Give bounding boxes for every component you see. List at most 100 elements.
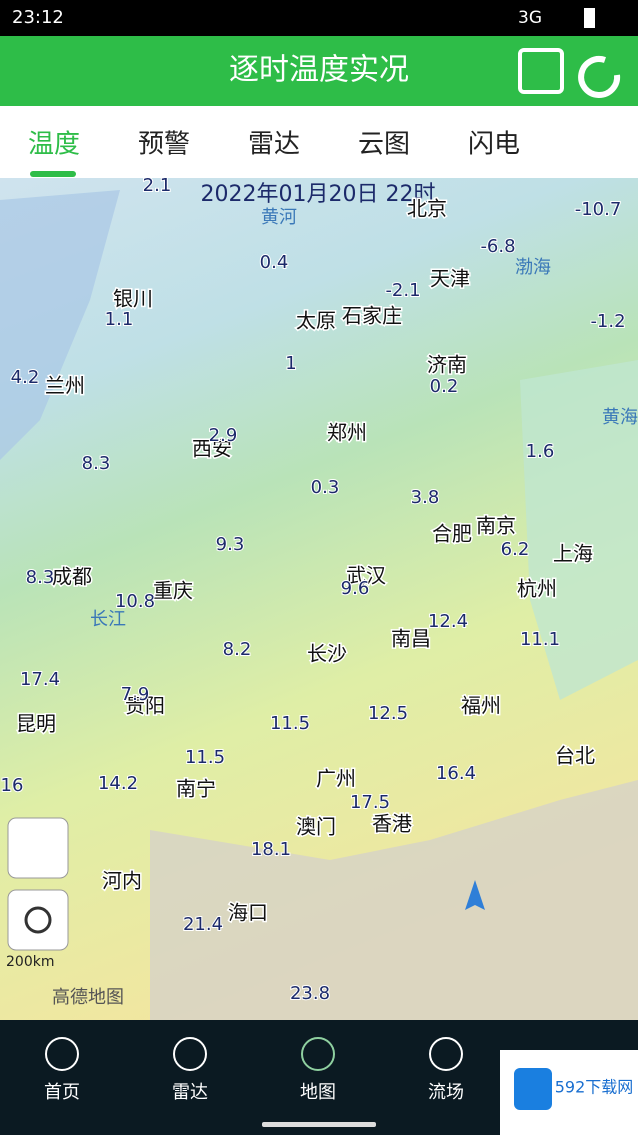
temperature-label: 0.2 bbox=[430, 376, 459, 397]
map-scale: 200km bbox=[6, 954, 54, 970]
city-label[interactable]: 南京 bbox=[475, 512, 518, 539]
map-timestamp: 2022年01月20日 22时 bbox=[201, 182, 436, 207]
temperature-label: 11.1 bbox=[520, 629, 560, 650]
city-label[interactable]: 济南 bbox=[426, 351, 469, 378]
city-label[interactable]: 上海 bbox=[552, 540, 595, 567]
city-label[interactable]: 南昌 bbox=[390, 625, 433, 652]
map-feature: 长江 bbox=[90, 609, 126, 630]
temperature-label: 12.4 bbox=[428, 611, 468, 632]
city-label[interactable]: 台北 bbox=[554, 742, 597, 769]
temperature-label: 16.4 bbox=[436, 763, 476, 784]
locate-button[interactable] bbox=[7, 889, 69, 951]
temperature-label: 1.1 bbox=[105, 309, 134, 330]
tab-indicator bbox=[30, 171, 76, 177]
status-bar bbox=[0, 0, 638, 36]
south-sea bbox=[150, 780, 638, 1020]
city-label[interactable]: 郑州 bbox=[326, 419, 369, 446]
city-label[interactable]: 海口 bbox=[227, 899, 270, 926]
temperature-label: 1 bbox=[285, 353, 296, 374]
tab[interactable]: 云图 bbox=[358, 130, 410, 160]
tab[interactable]: 闪电 bbox=[468, 130, 520, 160]
temperature-label: -6.8 bbox=[480, 236, 515, 257]
temperature-label: -10.7 bbox=[575, 199, 622, 220]
temperature-label: 10.8 bbox=[115, 591, 155, 612]
city-label[interactable]: 太原 bbox=[295, 307, 338, 334]
location-arrow bbox=[465, 880, 485, 910]
nav-icon bbox=[45, 1037, 79, 1071]
city-label[interactable]: 南宁 bbox=[175, 775, 218, 802]
city-label[interactable]: 长沙 bbox=[306, 640, 349, 667]
city-label[interactable]: 广州 bbox=[315, 765, 358, 792]
city-label[interactable]: 重庆 bbox=[152, 577, 195, 604]
battery bbox=[584, 8, 595, 28]
temperature-label: 18.1 bbox=[251, 839, 291, 860]
temperature-label: 0.3 bbox=[311, 477, 340, 498]
tab-bar bbox=[0, 106, 638, 178]
nav-label[interactable]: 地图 bbox=[300, 1082, 336, 1103]
temperature-label: 17.4 bbox=[20, 669, 60, 690]
temperature-label: 6.2 bbox=[501, 539, 530, 560]
temperature-label: 9.6 bbox=[341, 578, 370, 599]
nav-label[interactable]: 流场 bbox=[428, 1082, 464, 1103]
temperature-label: 17.5 bbox=[350, 792, 390, 813]
temperature-label: 4.2 bbox=[11, 367, 40, 388]
temperature-label: 3.8 bbox=[411, 487, 440, 508]
city-label[interactable]: 西安 bbox=[191, 435, 234, 462]
temperature-label: -1.2 bbox=[590, 311, 625, 332]
nav-icon bbox=[173, 1037, 207, 1071]
temperature-label: 14.2 bbox=[98, 773, 138, 794]
cold-region bbox=[0, 190, 120, 460]
city-label[interactable]: 武汉 bbox=[345, 562, 388, 589]
nav-icon bbox=[429, 1037, 463, 1071]
city-label[interactable]: 昆明 bbox=[15, 710, 58, 737]
nav-icon bbox=[301, 1037, 335, 1071]
temperature-label: 0.4 bbox=[260, 252, 289, 273]
tab[interactable]: 雷达 bbox=[248, 130, 300, 160]
temperature-label: 2.1 bbox=[143, 175, 172, 196]
city-label[interactable]: 杭州 bbox=[516, 575, 559, 602]
map-feature: 黄河 bbox=[261, 207, 297, 228]
map-feature: 渤海 bbox=[515, 257, 551, 278]
temperature-label: 1.6 bbox=[526, 441, 555, 462]
status-network: 3G bbox=[518, 8, 542, 28]
temperature-label: 16 bbox=[1, 775, 24, 796]
city-label[interactable]: 银川 bbox=[112, 285, 155, 312]
share-button[interactable] bbox=[518, 48, 564, 94]
map-provider: 高德地图 bbox=[52, 987, 124, 1008]
refresh-button[interactable] bbox=[578, 56, 621, 98]
temperature-label: 21.4 bbox=[183, 914, 223, 935]
city-label[interactable]: 香港 bbox=[371, 810, 414, 837]
city-label[interactable]: 成都 bbox=[51, 563, 94, 590]
city-label[interactable]: 合肥 bbox=[431, 520, 474, 547]
locate-icon bbox=[24, 906, 52, 934]
city-label[interactable]: 北京 bbox=[406, 195, 449, 222]
city-label[interactable]: 福州 bbox=[460, 692, 503, 719]
temperature-label: 2.9 bbox=[209, 425, 238, 446]
temperature-label: 8.3 bbox=[26, 567, 55, 588]
tab[interactable]: 预警 bbox=[138, 130, 190, 160]
status-time: 23:12 bbox=[12, 7, 64, 28]
temperature-label: -2.1 bbox=[385, 280, 420, 301]
city-label[interactable]: 天津 bbox=[429, 265, 472, 292]
tab[interactable]: 温度 bbox=[28, 130, 80, 160]
city-label[interactable]: 澳门 bbox=[295, 813, 338, 840]
temperature-label: 11.5 bbox=[270, 713, 310, 734]
sea bbox=[520, 360, 638, 700]
city-label[interactable]: 石家庄 bbox=[341, 302, 404, 329]
header-title: 逐时温度实况 bbox=[229, 53, 409, 88]
nav-label[interactable]: 雷达 bbox=[172, 1082, 208, 1103]
header bbox=[0, 36, 638, 106]
temperature-label: 23.8 bbox=[290, 983, 330, 1004]
watermark: 592下载网 bbox=[555, 1078, 634, 1097]
city-label[interactable]: 兰州 bbox=[44, 372, 87, 399]
city-label[interactable]: 河内 bbox=[101, 867, 144, 894]
temperature-label: 9.3 bbox=[216, 534, 245, 555]
temperature-label: 11.5 bbox=[185, 747, 225, 768]
map-feature: 黄海 bbox=[602, 407, 638, 428]
nav-label[interactable]: 首页 bbox=[44, 1082, 80, 1103]
city-label[interactable]: 贵阳 bbox=[124, 692, 167, 719]
temperature-label: 7.9 bbox=[121, 684, 150, 705]
traffic-button[interactable] bbox=[7, 817, 69, 879]
